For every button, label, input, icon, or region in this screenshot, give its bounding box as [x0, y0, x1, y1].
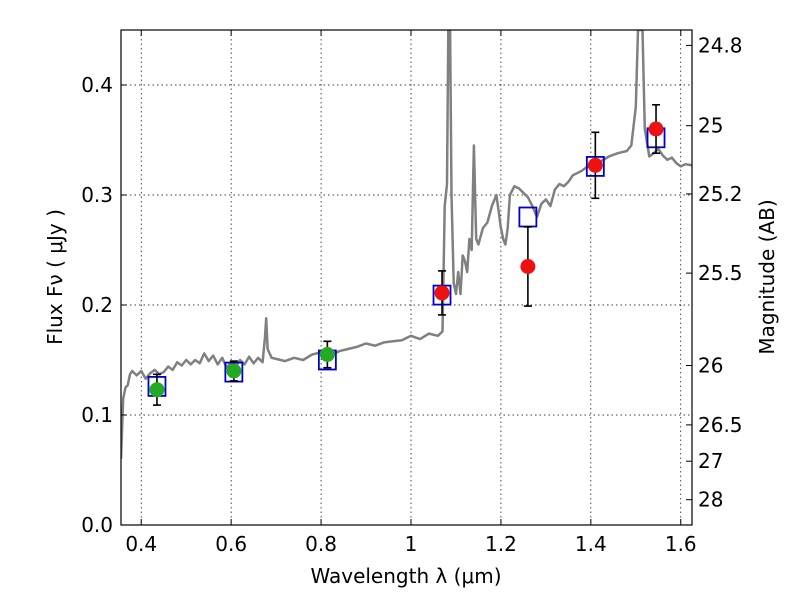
right-tick-label: 25.5: [698, 261, 743, 285]
y-tick-label: 0.3: [81, 183, 113, 207]
x-tick-label: 1.2: [485, 532, 517, 556]
x-tick-label: 0.6: [215, 532, 247, 556]
axis-ticks: 0.4 0.6 0.8 1 1.2 1.4 1.6 0.0 0.1 0.2 0.3 0.4 24.8 25…: [81, 30, 743, 556]
x-tick-label: 1: [405, 532, 418, 556]
plot-frame: [120, 29, 693, 526]
observed-point: [434, 285, 450, 301]
observed-point: [226, 363, 242, 379]
y-tick-label: 0.0: [81, 513, 113, 537]
right-tick-label: 28: [698, 488, 723, 512]
x-tick-label: 0.4: [125, 532, 157, 556]
plot-area: [121, 30, 692, 460]
x-axis-title: Wavelength λ (μm): [310, 564, 501, 588]
observed-point: [149, 382, 165, 398]
right-tick-label: 25.2: [698, 182, 743, 206]
right-tick-label: 27: [698, 449, 723, 473]
right-tick-label: 26.5: [698, 413, 743, 437]
right-tick-label: 25: [698, 114, 723, 138]
observed-point: [520, 259, 536, 274]
grid-lines: [121, 30, 692, 526]
sed-model-line: [121, 30, 692, 460]
x-tick-label: 1.4: [575, 532, 607, 556]
right-axis-title: Magnitude (AB): [755, 199, 779, 354]
observed-point: [587, 157, 603, 173]
observed-point: [648, 121, 664, 137]
y-tick-label: 0.4: [81, 73, 113, 97]
right-tick-label: 24.8: [698, 33, 743, 57]
x-tick-label: 0.8: [305, 532, 337, 556]
observed-point: [319, 347, 335, 362]
y-axis-title: Flux Fν ( μJy ): [43, 209, 67, 345]
x-tick-label: 1.6: [665, 532, 697, 556]
y-tick-label: 0.1: [81, 403, 113, 427]
right-tick-label: 26: [698, 354, 723, 378]
y-tick-label: 0.2: [81, 293, 113, 317]
